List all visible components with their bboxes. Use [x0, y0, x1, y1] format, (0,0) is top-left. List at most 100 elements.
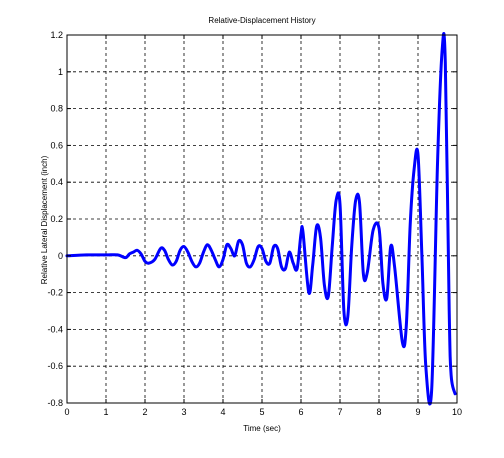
- data-point: [448, 310, 450, 312]
- data-point: [339, 203, 341, 205]
- data-point: [140, 253, 142, 255]
- data-point: [382, 282, 384, 284]
- y-tick-label: -0.2: [47, 288, 63, 298]
- data-point: [386, 297, 388, 299]
- y-tick-label: 0.2: [50, 214, 63, 224]
- data-point: [417, 154, 419, 156]
- y-tick-label: 1: [58, 67, 63, 77]
- data-point: [226, 244, 228, 246]
- data-point: [444, 62, 446, 64]
- data-point: [343, 310, 345, 312]
- x-axis-label: Time (sec): [243, 424, 281, 433]
- y-tick-label: 0.8: [50, 104, 63, 114]
- data-point: [312, 264, 314, 266]
- x-tick-label: 1: [103, 407, 108, 417]
- data-point: [238, 240, 240, 242]
- x-tick-label: 9: [415, 407, 420, 417]
- data-point: [320, 236, 321, 238]
- x-tick-label: 10: [452, 407, 462, 417]
- data-point: [366, 271, 368, 273]
- x-tick-label: 8: [376, 407, 381, 417]
- data-point: [242, 244, 243, 246]
- data-point: [257, 246, 259, 248]
- data-point: [117, 254, 119, 256]
- axis-ticks: 0 1 2 3 4 5 6 7 8 9 10 -0.8 -0.6 -0.4 -0.2 0 0.2 0.4 0.6 0.…: [47, 30, 462, 417]
- x-tick-label: 5: [259, 407, 264, 417]
- data-point: [421, 255, 423, 257]
- data-point: [292, 262, 294, 264]
- x-tick-label: 3: [181, 407, 186, 417]
- data-point: [148, 262, 150, 264]
- data-point: [351, 246, 353, 248]
- data-point: [154, 258, 156, 260]
- data-point: [249, 266, 251, 268]
- data-point: [296, 268, 298, 270]
- data-point: [218, 266, 220, 268]
- data-point: [144, 260, 146, 262]
- x-tick-label: 0: [64, 407, 69, 417]
- data-point: [136, 249, 138, 251]
- data-point: [179, 249, 181, 251]
- data-point: [132, 251, 134, 253]
- data-point: [441, 49, 443, 51]
- data-point: [284, 268, 286, 270]
- data-point: [347, 316, 349, 318]
- data-point: [183, 246, 185, 248]
- data-point: [245, 262, 247, 264]
- data-point: [206, 244, 208, 246]
- data-point: [210, 249, 212, 251]
- x-tick-label: 2: [142, 407, 147, 417]
- data-point: [125, 257, 126, 259]
- data-point: [288, 251, 290, 253]
- chart-title: Relative-Displacement History: [208, 16, 315, 25]
- data-point: [222, 258, 224, 260]
- data-point: [394, 266, 396, 268]
- data-point: [281, 266, 282, 268]
- data-point: [401, 341, 403, 343]
- y-tick-label: 0.4: [50, 177, 63, 187]
- x-tick-label: 7: [337, 407, 342, 417]
- data-point: [409, 224, 411, 226]
- data-series: [65, 32, 457, 406]
- data-point: [437, 163, 438, 165]
- data-point: [372, 229, 374, 231]
- data-point: [214, 258, 216, 260]
- data-point: [335, 200, 337, 202]
- data-point: [269, 262, 271, 264]
- data-point: [413, 168, 415, 170]
- data-point: [203, 251, 204, 253]
- data-point: [187, 251, 189, 253]
- data-point: [230, 247, 232, 249]
- data-point: [128, 253, 130, 255]
- data-point: [450, 374, 452, 376]
- data-point: [302, 231, 304, 233]
- data-point: [425, 365, 427, 367]
- data-point: [454, 393, 456, 395]
- data-point: [273, 246, 275, 248]
- data-point: [277, 247, 279, 249]
- data-point: [191, 260, 193, 262]
- data-point: [431, 389, 433, 391]
- grid: [67, 35, 457, 403]
- data-point: [316, 225, 318, 227]
- data-point: [253, 258, 255, 260]
- y-tick-label: 0.6: [50, 140, 63, 150]
- data-point: [308, 292, 310, 294]
- y-tick-label: -0.8: [47, 398, 63, 408]
- data-point: [390, 246, 392, 248]
- data-point: [362, 273, 364, 275]
- data-point: [234, 255, 236, 257]
- data-point: [355, 200, 357, 202]
- data-point: [167, 258, 169, 260]
- y-tick-label: -0.6: [47, 361, 63, 371]
- data-point: [300, 233, 302, 235]
- data-point: [164, 249, 165, 251]
- data-point: [175, 260, 177, 262]
- data-point: [359, 201, 360, 203]
- data-point: [171, 264, 173, 266]
- data-point: [105, 254, 107, 256]
- data-point: [323, 284, 325, 286]
- data-point: [86, 254, 87, 256]
